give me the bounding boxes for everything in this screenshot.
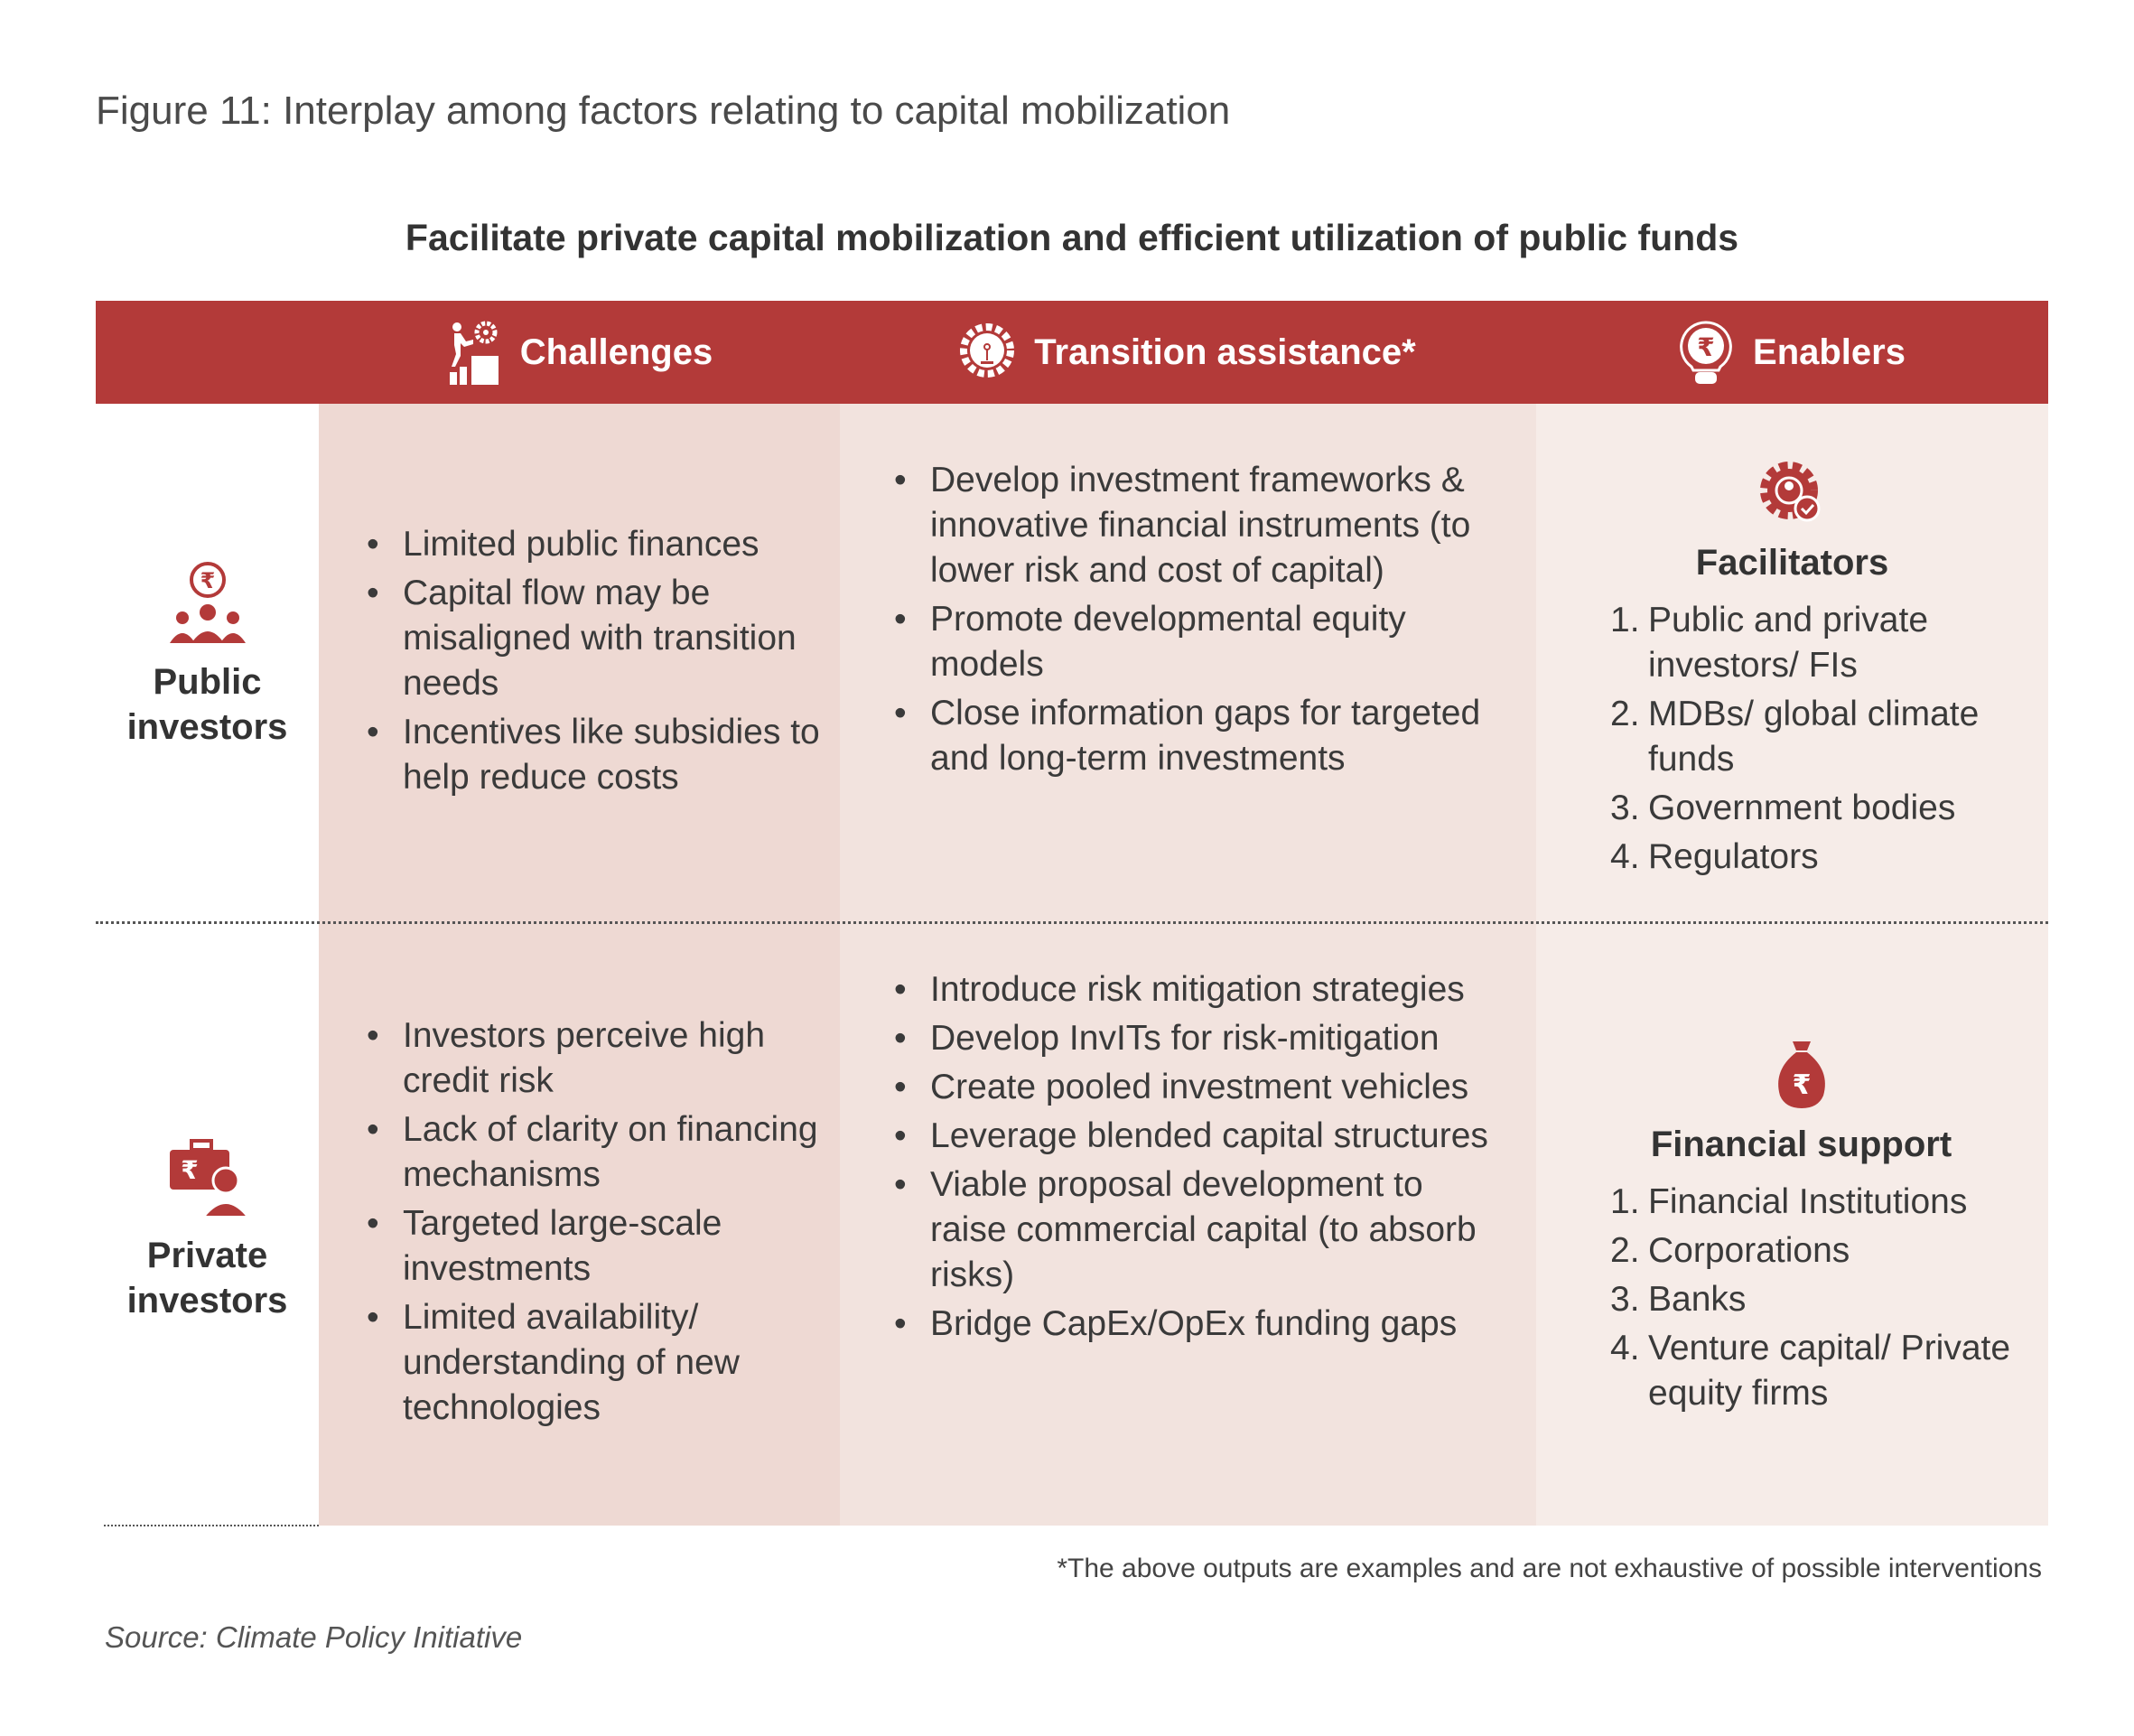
rupee-lightbulb-icon: ₹ [1680, 321, 1732, 384]
item-text: Financial Institutions [1648, 1182, 1968, 1221]
list-item: Develop InvITs for risk-mitigation [894, 1016, 1508, 1061]
list-item: Bridge CapEx/OpEx funding gaps [894, 1302, 1508, 1347]
diagram-subtitle: Facilitate private capital mobilization … [405, 217, 1739, 258]
svg-text:₹: ₹ [1697, 332, 1714, 362]
row-label-public-investors: ₹ Public investors [96, 560, 319, 750]
list-item: Develop investment frameworks & innovati… [894, 458, 1508, 593]
item-number: 2. [1610, 695, 1640, 733]
list-item: Promote developmental equity models [894, 597, 1508, 687]
svg-text:₹: ₹ [200, 568, 215, 593]
item-text: Public and private investors/ FIs [1648, 601, 1929, 685]
list-item: Introduce risk mitigation strategies [894, 967, 1508, 1013]
item-text: MDBs/ global climate funds [1648, 695, 1980, 779]
list-item: Create pooled investment vehicles [894, 1065, 1508, 1110]
list-item: 2. MDBs/ global climate funds [1610, 692, 2012, 782]
header-transition-label: Transition assistance* [1034, 331, 1416, 372]
list-item: Leverage blended capital structures [894, 1114, 1508, 1159]
public-transition-cell: Develop investment frameworks & innovati… [894, 404, 1508, 922]
svg-text:₹: ₹ [1792, 1069, 1811, 1101]
money-bag-rupee-icon: ₹ [1777, 1041, 1825, 1108]
row-divider [96, 921, 2048, 924]
list-item: Investors perceive high credit risk [367, 1013, 827, 1104]
item-number: 4. [1610, 837, 1640, 876]
list-item: Capital flow may be misaligned with tran… [367, 571, 827, 706]
list-item: Viable proposal development to raise com… [894, 1162, 1508, 1298]
private-challenges-cell: Investors perceive high credit risk Lack… [367, 922, 827, 1526]
item-number: 3. [1610, 789, 1640, 827]
public-enablers-cell: Facilitators 1. Public and private invest… [1536, 404, 2048, 922]
enablers-column [1536, 404, 2048, 1526]
item-number: 3. [1610, 1280, 1640, 1319]
header-enablers-label: Enablers [1753, 331, 1906, 372]
item-text: Corporations [1648, 1231, 1850, 1270]
financial-support-heading: ₹ Financial support [1554, 1038, 2048, 1165]
list-item: 1. Financial Institutions [1610, 1180, 2012, 1225]
item-text: Banks [1648, 1280, 1747, 1319]
header-challenges-label: Challenges [519, 331, 713, 372]
svg-text:₹: ₹ [181, 1155, 198, 1185]
row-label-line1: Public [153, 662, 262, 702]
bottom-divider [104, 1525, 319, 1526]
private-transition-cell: Introduce risk mitigation strategies Dev… [894, 922, 1508, 1526]
item-text: Government bodies [1648, 789, 1956, 827]
facilitators-title: Facilitators [1695, 543, 1889, 583]
header-bar: Challenges Transition assistance* ₹ Enab… [96, 301, 2048, 404]
gear-person-check-icon [1759, 462, 1820, 522]
public-challenges-cell: Limited public finances Capital flow may… [367, 404, 827, 922]
list-item: 3. Government bodies [1610, 786, 2012, 831]
row-label-line1: Private [146, 1236, 268, 1275]
list-item: 3. Banks [1610, 1277, 2012, 1322]
list-item: Limited public finances [367, 522, 827, 567]
figure-title: Figure 11: Interplay among factors relat… [96, 89, 1231, 133]
list-item: Limited availability/ understanding of n… [367, 1295, 827, 1431]
facilitators-heading: Facilitators [1536, 456, 2048, 583]
header-enablers: ₹ Enablers [1536, 301, 2048, 404]
public-investors-rupee-group-icon: ₹ [169, 562, 246, 643]
list-item: 4. Venture capital/ Private equity firms [1610, 1326, 2012, 1416]
item-text: Regulators [1648, 837, 1819, 876]
item-number: 1. [1610, 1182, 1640, 1221]
row-label-private-investors: ₹ Private investors [96, 1134, 319, 1323]
item-number: 4. [1610, 1329, 1640, 1367]
private-enablers-cell: ₹ Financial support 1. Financial Institut… [1536, 922, 2048, 1526]
list-item: Lack of clarity on financing mechanisms [367, 1107, 827, 1198]
item-number: 1. [1610, 601, 1640, 639]
list-item: Targeted large-scale investments [367, 1201, 827, 1292]
list-item: Close information gaps for targeted and … [894, 691, 1508, 781]
header-challenges: Challenges [319, 301, 840, 404]
list-item: Incentives like subsidies to help reduce… [367, 710, 827, 800]
source-note: Source: Climate Policy Initiative [105, 1620, 523, 1654]
list-item: 2. Corporations [1610, 1228, 2012, 1274]
header-transition: Transition assistance* [840, 301, 1536, 404]
item-number: 2. [1610, 1231, 1640, 1270]
briefcase-rupee-person-icon: ₹ [169, 1139, 249, 1218]
gear-lightbulb-icon [960, 323, 1015, 378]
financial-support-title: Financial support [1650, 1125, 1952, 1164]
climbing-person-gear-icon [449, 321, 499, 385]
list-item: 1. Public and private investors/ FIs [1610, 598, 2012, 688]
row-label-line2: investors [126, 1281, 288, 1321]
row-label-line2: investors [126, 707, 288, 747]
item-text: Venture capital/ Private equity firms [1648, 1329, 2011, 1413]
list-item: 4. Regulators [1610, 835, 2012, 880]
footnote: *The above outputs are examples and are … [1057, 1554, 2042, 1583]
